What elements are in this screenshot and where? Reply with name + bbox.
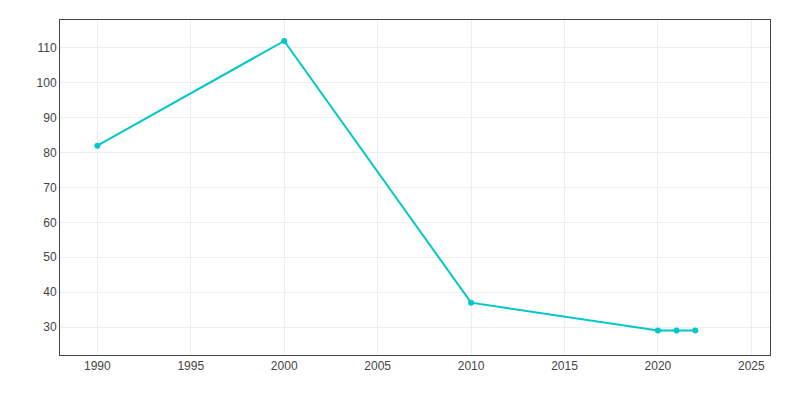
svg-text:60: 60 xyxy=(43,216,57,230)
svg-text:1990: 1990 xyxy=(84,359,111,373)
svg-text:90: 90 xyxy=(43,111,57,125)
svg-text:30: 30 xyxy=(43,320,57,334)
svg-text:2025: 2025 xyxy=(738,359,765,373)
svg-text:2010: 2010 xyxy=(458,359,485,373)
svg-text:50: 50 xyxy=(43,250,57,264)
svg-text:100: 100 xyxy=(37,76,57,90)
svg-text:70: 70 xyxy=(43,181,57,195)
svg-text:80: 80 xyxy=(43,146,57,160)
svg-text:1995: 1995 xyxy=(177,359,204,373)
svg-text:2000: 2000 xyxy=(271,359,298,373)
svg-text:2005: 2005 xyxy=(364,359,391,373)
svg-text:110: 110 xyxy=(37,41,56,55)
svg-text:2015: 2015 xyxy=(551,359,578,373)
svg-text:40: 40 xyxy=(43,285,57,299)
svg-text:2020: 2020 xyxy=(645,359,672,373)
